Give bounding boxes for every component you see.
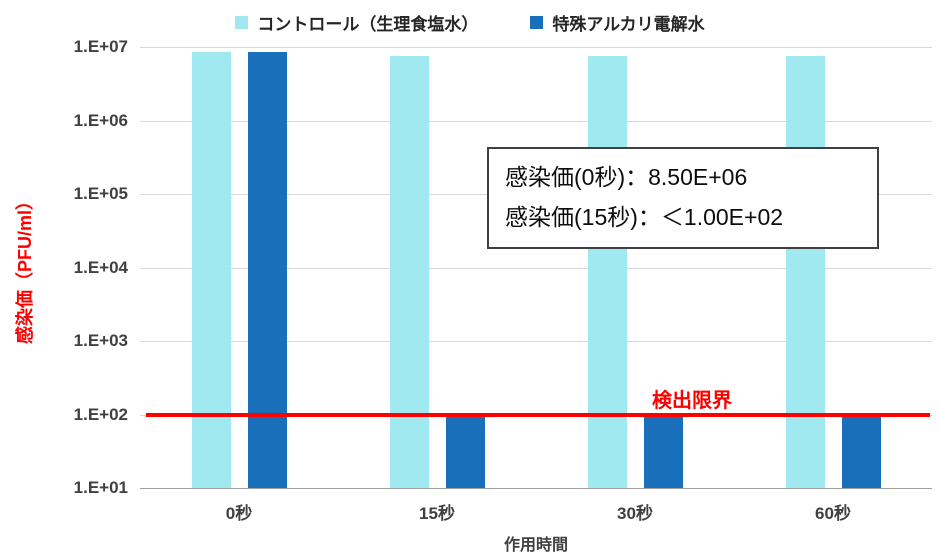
y-tick-label: 1.E+07 [73, 37, 128, 56]
bar-treated-15秒 [445, 414, 485, 488]
legend-swatch-control-icon [235, 16, 249, 29]
x-tick-label: 15秒 [419, 504, 455, 523]
annotation-line-1: 感染価(0秒)：8.50E+06 [505, 164, 748, 191]
detection-limit-label: 検出限界 [652, 389, 732, 412]
bar-control-60秒 [785, 56, 825, 488]
annotation-line-2: 感染価(15秒)：＜1.00E+02 [505, 204, 784, 230]
legend-label-control: コントロール（生理食塩水） [257, 15, 479, 34]
y-tick-label: 1.E+03 [73, 331, 128, 350]
bar-treated-30秒 [643, 414, 683, 488]
legend-item-treated: 特殊アルカリ電解水 [530, 10, 705, 35]
y-tick-label: 1.E+04 [73, 257, 128, 277]
y-axis-title: 感染価（PFU/ml） [15, 191, 35, 345]
y-tick-label: 1.E+05 [73, 184, 128, 203]
annotation-box: 感染価(0秒)：8.50E+06 感染価(15秒)：＜1.00E+02 [487, 147, 879, 249]
x-axis-line [140, 488, 932, 489]
detection-limit-line [146, 412, 930, 417]
y-gridline [140, 47, 932, 48]
bar-treated-0秒 [247, 52, 287, 488]
x-tick-label: 60秒 [815, 504, 851, 523]
legend-swatch-treated-icon [530, 16, 544, 29]
y-tick-label: 1.E+01 [73, 478, 128, 497]
bar-control-0秒 [191, 52, 231, 488]
y-tick-label: 1.E+06 [73, 110, 128, 130]
x-tick-label: 0秒 [225, 504, 253, 523]
legend: コントロール（生理食塩水） 特殊アルカリ電解水 [0, 10, 940, 35]
x-axis-title: 作用時間 [503, 537, 569, 554]
legend-item-control: コントロール（生理食塩水） [235, 10, 478, 35]
y-gridline [140, 120, 932, 122]
y-gridline [140, 341, 932, 342]
bar-control-30秒 [587, 56, 627, 488]
y-tick-label: 1.E+02 [73, 404, 128, 424]
bar-control-15秒 [389, 56, 429, 488]
legend-label-treated: 特殊アルカリ電解水 [552, 15, 705, 34]
x-tick-label: 30秒 [617, 504, 653, 523]
bar-treated-60秒 [841, 414, 881, 488]
y-gridline [140, 267, 932, 269]
